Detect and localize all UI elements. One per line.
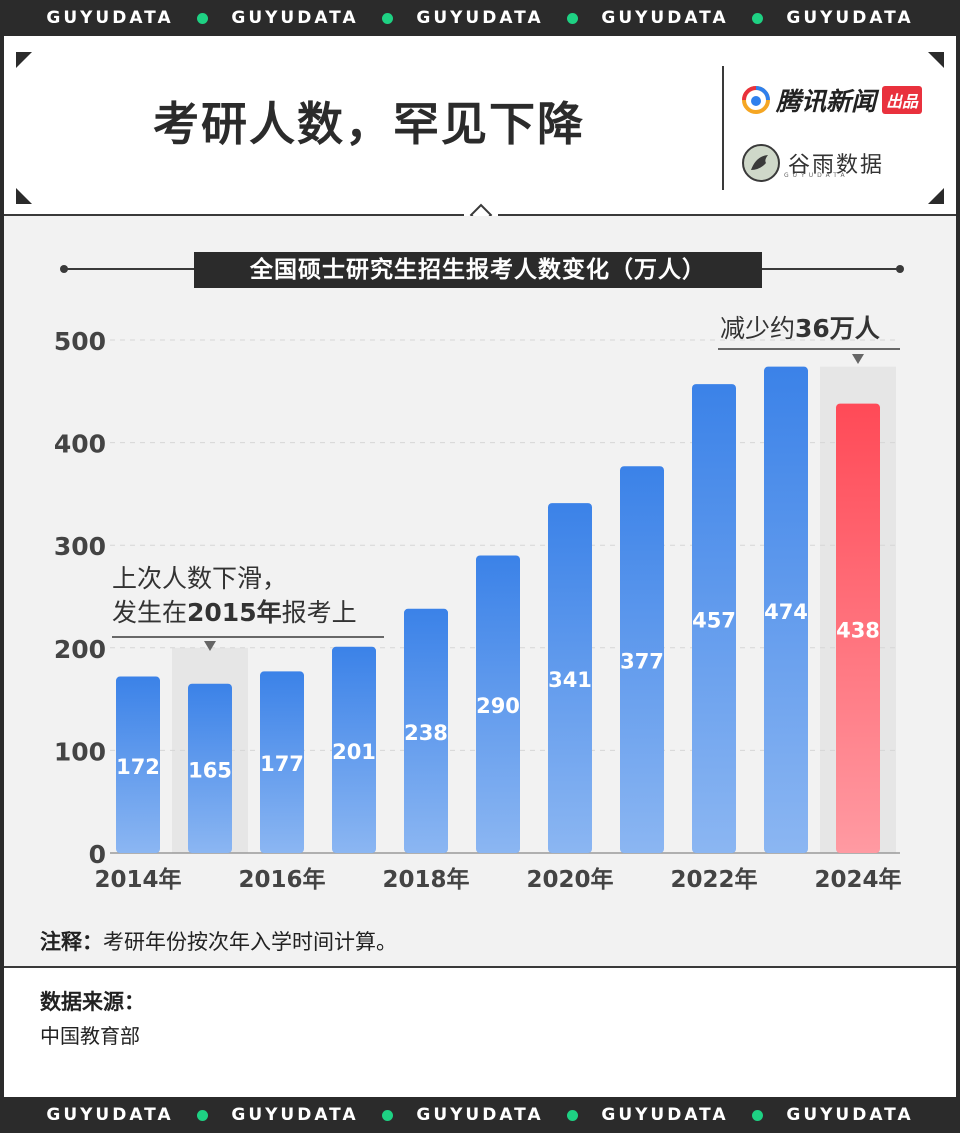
- x-tick-label: 2024年: [814, 866, 901, 893]
- banner-word: GUYUDATA: [46, 1105, 174, 1125]
- tencent-news-icon: [742, 86, 770, 114]
- annotation-2015-pointer-icon: [204, 641, 216, 651]
- header-divider-right: [498, 214, 956, 216]
- header-divider: [722, 66, 724, 190]
- bar-value-label: 341: [548, 668, 592, 692]
- footnote: 注释：考研年份按次年入学时间计算。: [40, 926, 397, 956]
- top-banner: GUYUDATA GUYUDATA GUYUDATA GUYUDATA GUYU…: [0, 0, 960, 36]
- bar-value-label: 172: [116, 755, 160, 779]
- bar-2019年: [476, 555, 520, 853]
- bar-value-label: 290: [476, 694, 520, 718]
- bar-2016年: [260, 671, 304, 853]
- annotation-2015: 上次人数下滑， 发生在2015年报考上: [112, 562, 357, 630]
- corner-mark-icon: [928, 52, 944, 68]
- x-tick-label: 2016年: [238, 866, 325, 893]
- annotation-2015-line2b: 2015年: [187, 598, 282, 627]
- bar-2014年: [116, 676, 160, 853]
- subtitle-line-left: [64, 268, 194, 270]
- x-tick-label: 2020年: [526, 866, 613, 893]
- banner-dot-icon: [752, 12, 763, 24]
- logo-secondary-text: 谷雨数据: [788, 153, 885, 178]
- y-tick-label: 400: [54, 430, 106, 459]
- source-label: 数据来源：: [40, 990, 145, 1014]
- bar-value-label: 457: [692, 609, 736, 633]
- bar-2020年: [548, 503, 592, 853]
- banner-word: GUYUDATA: [231, 8, 359, 28]
- annotation-2024-value: 36万人: [795, 314, 880, 343]
- page-title: 考研人数，罕见下降: [153, 97, 585, 151]
- y-tick-label: 200: [54, 635, 106, 664]
- banner-dot-icon: [567, 1109, 578, 1121]
- y-tick-label: 500: [54, 327, 106, 356]
- note-text: 考研年份按次年入学时间计算。: [103, 930, 397, 954]
- bar-2018年: [404, 608, 448, 853]
- banner-word: GUYUDATA: [601, 1105, 729, 1125]
- bar-value-label: 177: [260, 752, 304, 776]
- annotation-2015-line1: 上次人数下滑，: [112, 564, 288, 593]
- corner-mark-icon: [16, 52, 32, 68]
- corner-marks: [16, 52, 944, 204]
- annotation-2024-text: 减少约: [720, 314, 796, 343]
- banner-dot-icon: [197, 1109, 208, 1121]
- banner-word: GUYUDATA: [786, 1105, 914, 1125]
- frame-left: [0, 36, 4, 1097]
- header-divider-left: [4, 214, 464, 216]
- x-tick-label: 2014年: [94, 866, 181, 893]
- bar-2015年: [188, 683, 232, 853]
- subtitle-line-right: [762, 268, 898, 270]
- bar-value-label: 165: [188, 758, 232, 782]
- bottom-banner: GUYUDATA GUYUDATA GUYUDATA GUYUDATA GUYU…: [0, 1097, 960, 1133]
- frame-right: [956, 36, 960, 1097]
- bar-2023年: [764, 366, 808, 853]
- banner-word: GUYUDATA: [416, 1105, 544, 1125]
- banner-word: GUYUDATA: [601, 8, 729, 28]
- bar-value-label: 238: [404, 721, 448, 745]
- logo-primary-text: 腾讯新闻: [776, 87, 877, 116]
- bar-value-label: 474: [764, 600, 808, 624]
- x-tick-label: 2022年: [670, 866, 757, 893]
- bar-value-label: 438: [836, 618, 880, 642]
- logo-secondary-sub: GUYUDATA: [784, 172, 849, 179]
- logo-badge: 出品: [882, 86, 923, 114]
- annotation-2015-line2c: 报考上: [281, 598, 357, 627]
- annotation-2015-line2a: 发生在: [112, 598, 188, 627]
- bar-2017年: [332, 646, 376, 853]
- banner-dot-icon: [567, 12, 578, 24]
- annotation-2024: 减少约36万人: [720, 312, 880, 346]
- bar-2021年: [620, 466, 664, 853]
- subtitle-dot-icon: [896, 265, 904, 273]
- y-tick-label: 0: [89, 840, 106, 869]
- banner-dot-icon: [197, 12, 208, 24]
- banner-word: GUYUDATA: [786, 8, 914, 28]
- bar-2022年: [692, 384, 736, 853]
- corner-mark-icon: [928, 188, 944, 204]
- bar-value-label: 377: [620, 650, 664, 674]
- corner-mark-icon: [16, 188, 32, 204]
- banner-dot-icon: [382, 1109, 393, 1121]
- banner-word: GUYUDATA: [416, 8, 544, 28]
- source-text: 中国教育部: [40, 1024, 140, 1048]
- banner-dot-icon: [752, 1109, 763, 1121]
- tencent-news-logo: 腾讯新闻 出品: [742, 82, 923, 118]
- banner-word: GUYUDATA: [231, 1105, 359, 1125]
- chart-title: 全国硕士研究生招生报考人数变化（万人）: [194, 252, 762, 288]
- footer-divider: [4, 966, 956, 968]
- y-tick-label: 100: [54, 737, 106, 766]
- bird-icon: [742, 144, 780, 182]
- banner-dot-icon: [382, 12, 393, 24]
- note-panel: [4, 918, 956, 966]
- bar-value-label: 201: [332, 740, 376, 764]
- banner-word: GUYUDATA: [46, 8, 174, 28]
- x-tick-label: 2018年: [382, 866, 469, 893]
- y-tick-label: 300: [54, 532, 106, 561]
- bar-2024年: [836, 403, 880, 853]
- guyu-data-logo: 谷雨数据 GUYUDATA: [742, 144, 884, 182]
- note-label: 注释：: [40, 930, 103, 954]
- header: 考研人数，罕见下降 腾讯新闻 出品 谷雨数据 GUYUDATA: [4, 36, 956, 214]
- annotation-2024-pointer-icon: [852, 354, 864, 364]
